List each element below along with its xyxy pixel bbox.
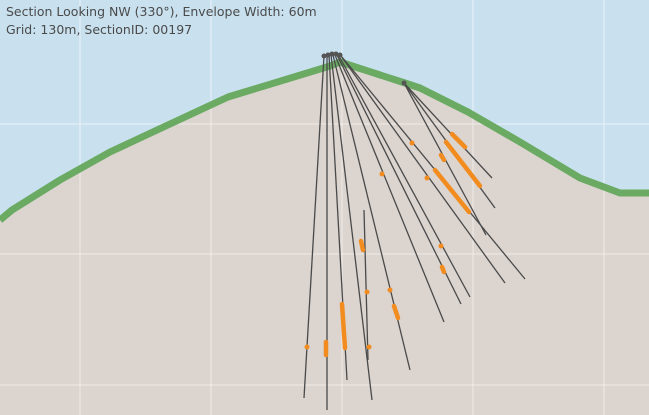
mineralized-intercepts [323,131,483,358]
sample-points [304,140,444,350]
drillhole-collars [321,51,407,86]
ground-area [0,62,649,415]
grid-section-id-label: Grid: 130m, SectionID: 00197 [6,22,193,37]
section-orientation-label: Section Looking NW (330°), Envelope Widt… [6,4,317,19]
